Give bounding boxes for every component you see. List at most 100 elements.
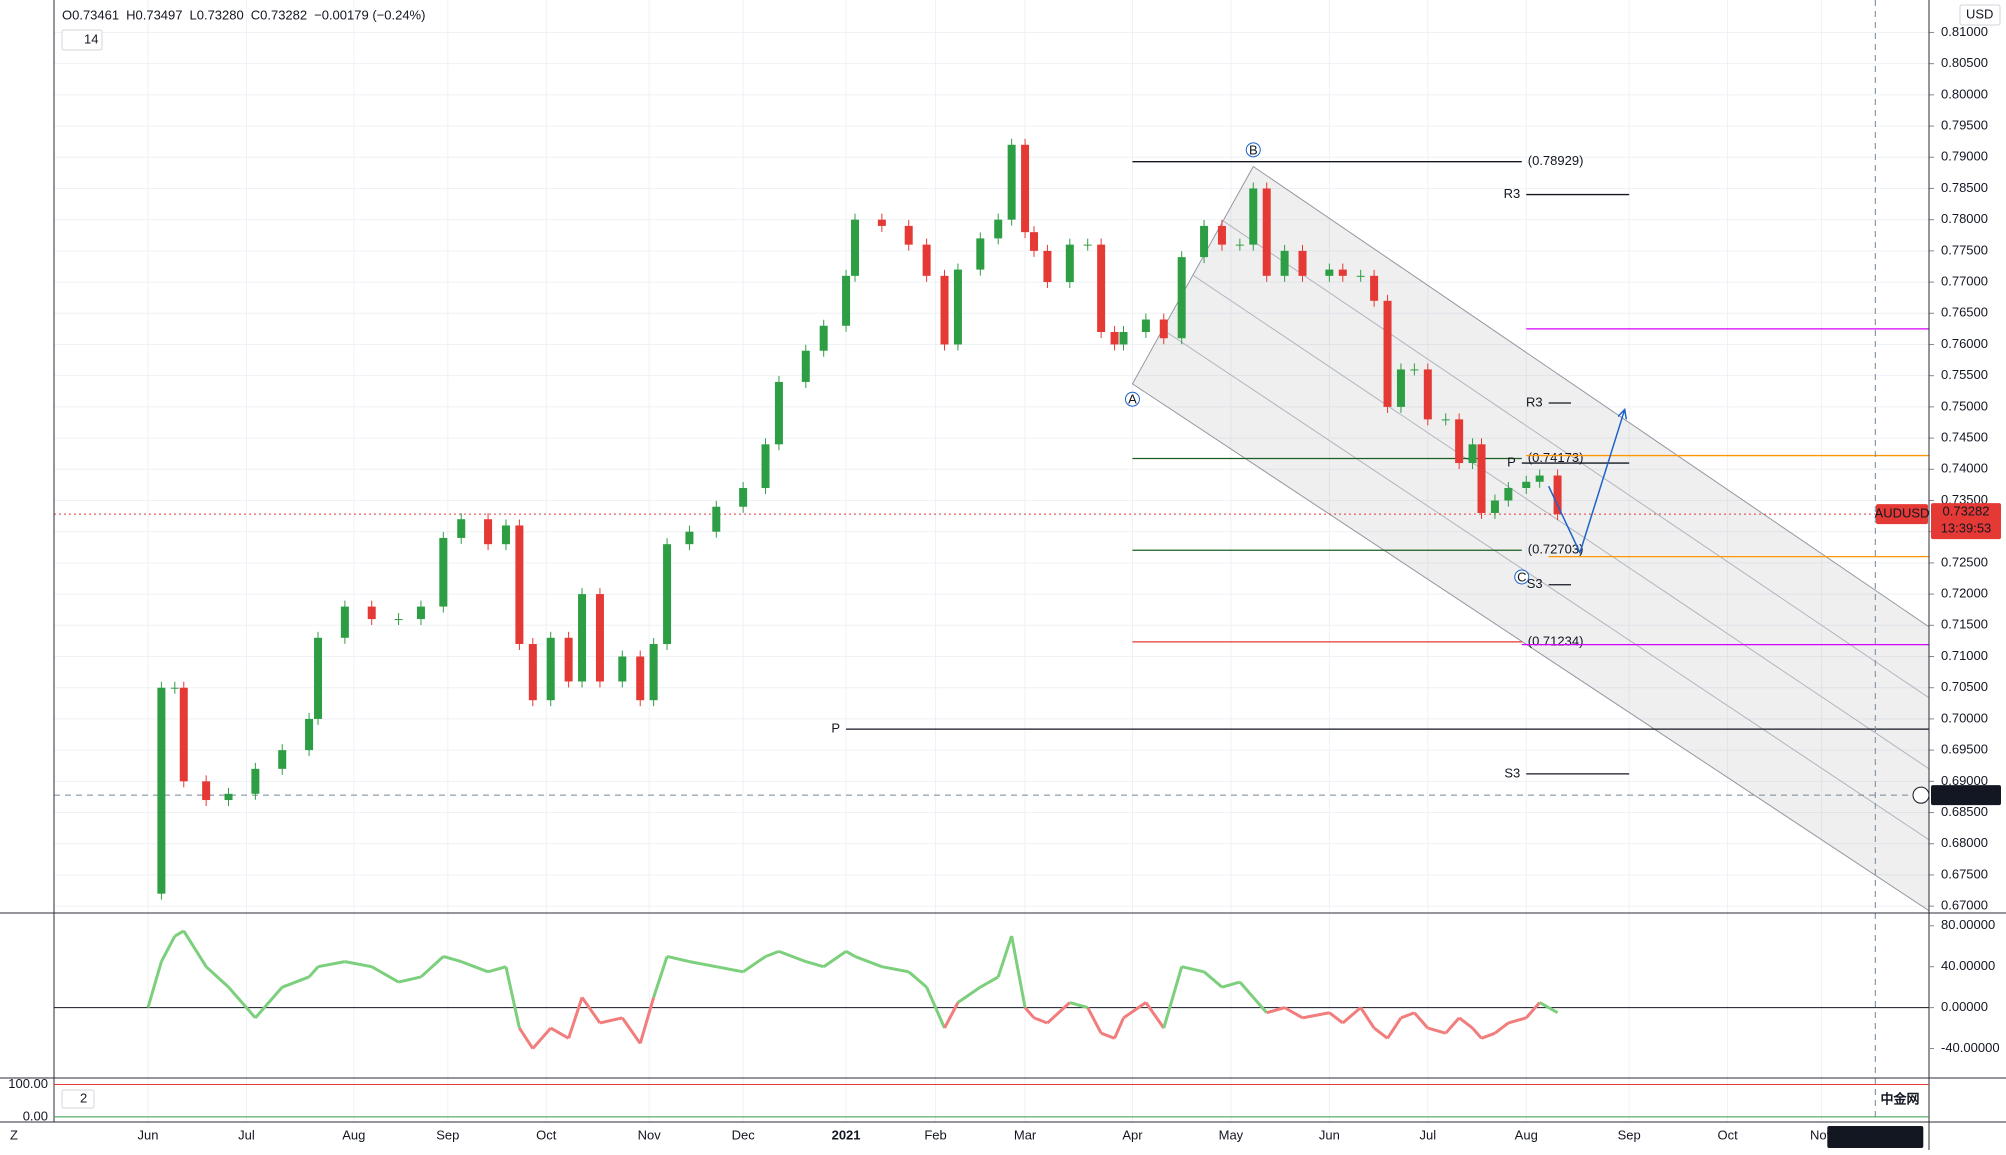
oscillator-segment <box>1046 1001 1071 1025</box>
candle <box>501 525 510 545</box>
crosshair-add-button[interactable] <box>1912 786 1930 804</box>
oscillator-segment <box>580 996 602 1024</box>
y-tick-label: 0.81000 <box>1941 24 1988 39</box>
oscillator-segment <box>1181 965 1205 974</box>
oscillator-segment <box>370 965 400 984</box>
candle <box>761 444 770 489</box>
candle <box>1370 275 1379 301</box>
currency-box[interactable] <box>1959 4 2001 26</box>
oscillator-segment <box>822 950 847 968</box>
oscillator-segment <box>996 935 1014 978</box>
oscillator-segment <box>419 955 445 979</box>
oscillator-segment <box>460 960 489 974</box>
oscillator-segment <box>1023 1006 1036 1019</box>
level-label: (0.78929) <box>1528 153 1584 168</box>
oscillator-segment <box>1458 1016 1474 1030</box>
y-tick-label: 0.80500 <box>1941 55 1988 70</box>
wave-marker <box>1514 569 1530 585</box>
oscillator-segment <box>979 975 999 989</box>
candle <box>1468 444 1477 464</box>
candle <box>1159 319 1168 339</box>
oscillator-segment <box>1302 1011 1330 1020</box>
oscillator-segment <box>1100 1031 1116 1040</box>
oscillator-segment <box>567 996 584 1039</box>
candle <box>976 238 985 270</box>
y-tick-label: 0.67500 <box>1941 866 1988 881</box>
oscillator-segment <box>182 930 208 968</box>
oscillator-segment <box>907 970 928 989</box>
oscillator-segment <box>281 975 310 989</box>
oscillator-segment <box>689 960 717 969</box>
oscillator-segment <box>805 960 825 969</box>
oscillator-segment <box>317 960 346 969</box>
oscillator-segment <box>957 985 982 1004</box>
crosshair-time: 17 Nov '21 <box>1844 1128 1906 1143</box>
indicator-length: 14 <box>84 31 98 46</box>
y-tick-label: 0.74500 <box>1941 430 1988 445</box>
indicator-box[interactable] <box>61 29 103 51</box>
corner-label[interactable]: Z <box>10 1127 18 1142</box>
oscillator-segment <box>442 955 462 964</box>
candle <box>1455 419 1464 464</box>
candle <box>1249 188 1258 245</box>
x-tick-label: 2021 <box>832 1127 861 1142</box>
candle <box>179 687 188 782</box>
candle <box>851 219 860 276</box>
candle <box>1110 332 1119 345</box>
candle <box>1325 269 1334 276</box>
projection-path <box>1547 409 1625 555</box>
y-tick-label: 0.70000 <box>1941 710 1988 725</box>
oscillator-segment <box>1538 1001 1559 1015</box>
x-tick-label: Aug <box>1515 1127 1538 1142</box>
candle <box>1141 319 1150 332</box>
candle <box>564 637 573 682</box>
y-tick-label: 40.00000 <box>1941 958 1995 973</box>
oscillator-segment <box>1113 1017 1125 1039</box>
x-tick-label: Nov <box>638 1127 662 1142</box>
y-tick-label: 0.71000 <box>1941 648 1988 663</box>
oscillator-segment <box>1266 1006 1286 1015</box>
y-tick-label: 0.68000 <box>1941 835 1988 850</box>
y-tick-label: 0.74000 <box>1941 461 1988 476</box>
y-tick-label: 0.00 <box>23 1108 48 1123</box>
oscillator-segment <box>925 986 946 1029</box>
level-label: (0.71234) <box>1528 633 1584 648</box>
candle <box>1119 332 1128 345</box>
y-tick-label: 0.80000 <box>1941 86 1988 101</box>
oscillator-segment <box>621 1016 642 1045</box>
oscillator-segment <box>174 929 185 938</box>
candle <box>1441 419 1450 421</box>
y-tick-label: 0.79500 <box>1941 117 1988 132</box>
oscillator-segment <box>1525 1001 1541 1019</box>
candle <box>1030 232 1039 251</box>
ohlc-value: O0.73461 <box>62 7 119 22</box>
oscillator-segment <box>881 965 909 974</box>
candle <box>416 606 425 620</box>
crosshair-price: 0.68778 <box>1943 787 1990 802</box>
candle <box>515 525 524 645</box>
stoch-box[interactable] <box>61 1089 95 1109</box>
oscillator-segment <box>1283 1006 1304 1020</box>
oscillator-segment <box>638 996 656 1044</box>
channel-inner-line <box>1192 274 1930 770</box>
oscillator-segment <box>1373 1026 1389 1040</box>
y-tick-label: 0.72000 <box>1941 586 1988 601</box>
oscillator-segment <box>1033 1016 1048 1025</box>
candle <box>1262 188 1271 276</box>
oscillator-segment <box>1413 1011 1429 1030</box>
oscillator-segment <box>487 965 507 974</box>
x-tick-label: Apr <box>1122 1127 1143 1142</box>
oscillator-segment <box>1221 980 1241 989</box>
candle <box>904 225 913 245</box>
oscillator-segment <box>1122 1001 1147 1020</box>
candle <box>649 644 658 701</box>
candle <box>842 275 851 326</box>
wave-label: A <box>1128 392 1137 407</box>
candle <box>953 269 962 345</box>
candle <box>251 768 260 794</box>
candle <box>663 544 672 645</box>
candle <box>1396 369 1405 407</box>
oscillator-segment <box>254 986 284 1019</box>
x-tick-label: Oct <box>1718 1127 1739 1142</box>
x-tick-label: Oct <box>536 1127 557 1142</box>
